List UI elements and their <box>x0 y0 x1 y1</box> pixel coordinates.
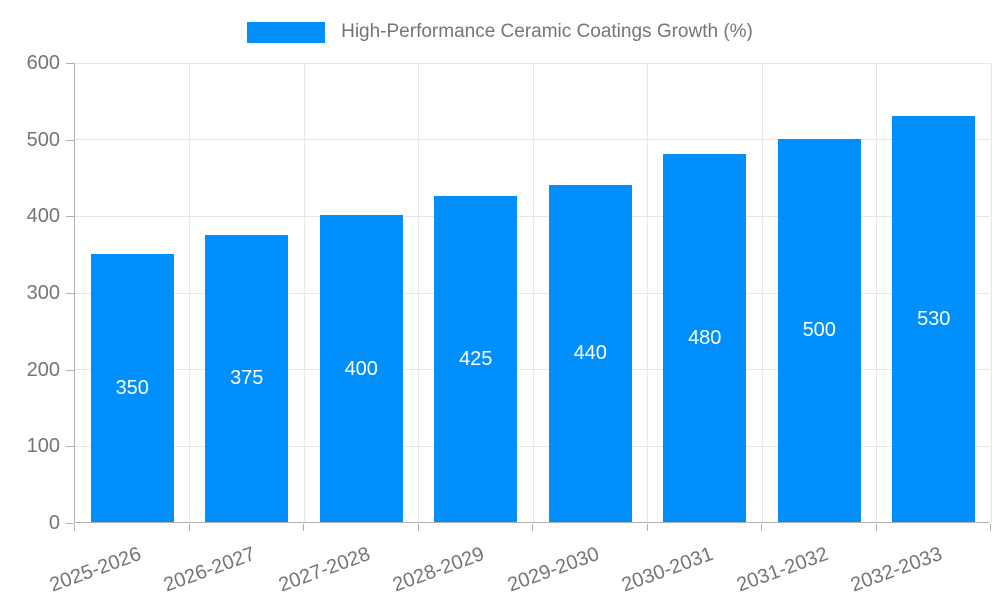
x-axis-label: 2031-2032 <box>733 543 831 597</box>
y-tick-mark <box>66 63 74 64</box>
bar-2030-2031[interactable]: 480 <box>663 154 747 522</box>
x-tick-mark <box>417 524 419 531</box>
x-axis-label: 2028-2029 <box>389 543 488 597</box>
bar-value-label: 375 <box>230 367 264 390</box>
legend-swatch <box>247 21 326 43</box>
bar-2028-2029[interactable]: 425 <box>434 196 518 522</box>
y-tick-label: 600 <box>26 52 60 74</box>
x-tick-mark <box>761 524 762 531</box>
v-gridline <box>303 63 305 522</box>
bar-value-label: 425 <box>459 348 493 371</box>
x-axis-label: 2025-2026 <box>46 543 144 597</box>
bar-value-label: 480 <box>688 327 722 349</box>
x-tick-mark <box>875 524 877 531</box>
v-gridline <box>532 63 534 522</box>
y-tick-label: 500 <box>26 128 60 151</box>
x-axis-label: 2029-2030 <box>504 543 602 597</box>
y-tick-mark <box>66 523 74 524</box>
y-tick-label: 200 <box>26 358 60 381</box>
chart-legend: High-Performance Ceramic Coatings Growth… <box>0 16 1000 48</box>
v-gridline <box>990 63 992 522</box>
x-tick-mark <box>303 524 304 531</box>
bar-2032-2033[interactable]: 530 <box>892 115 976 522</box>
v-gridline <box>647 63 648 522</box>
y-tick-label: 0 <box>48 512 60 534</box>
y-tick-mark <box>66 139 74 141</box>
x-axis-label: 2027-2028 <box>275 543 373 597</box>
x-axis-label: 2032-2033 <box>847 543 946 597</box>
x-tick-mark <box>646 524 648 531</box>
y-tick-mark <box>66 369 74 371</box>
v-gridline <box>189 63 190 522</box>
bar-value-label: 400 <box>344 357 378 380</box>
bar-value-label: 350 <box>115 376 149 399</box>
legend-item[interactable]: High-Performance Ceramic Coatings Growth… <box>247 21 753 43</box>
x-axis-label: 2026-2027 <box>160 543 259 597</box>
x-axis-label: 2030-2031 <box>618 543 717 597</box>
y-tick-mark <box>66 216 74 218</box>
v-gridline <box>876 63 877 522</box>
x-tick-mark <box>74 524 75 531</box>
bar-value-label: 500 <box>802 319 836 342</box>
y-tick-label: 300 <box>26 282 60 304</box>
x-tick-mark <box>188 524 190 531</box>
bar-2031-2032[interactable]: 500 <box>777 138 861 522</box>
bar-2029-2030[interactable]: 440 <box>548 184 632 522</box>
y-tick-label: 400 <box>26 205 60 228</box>
bar-value-label: 440 <box>573 342 607 365</box>
y-tick-mark <box>66 293 74 294</box>
v-gridline <box>418 63 419 522</box>
bar-2027-2028[interactable]: 400 <box>319 215 403 522</box>
y-tick-label: 100 <box>26 435 60 458</box>
x-tick-mark <box>532 524 533 531</box>
bar-2025-2026[interactable]: 350 <box>90 253 174 522</box>
bar-value-label: 530 <box>917 307 951 330</box>
v-gridline <box>761 63 763 522</box>
bar-2026-2027[interactable]: 375 <box>205 234 289 522</box>
x-tick-mark <box>990 524 991 531</box>
legend-label: High-Performance Ceramic Coatings Growth… <box>341 21 753 42</box>
plot-area: 350 375 400 425 440 480 500 530 <box>74 62 992 523</box>
y-tick-mark <box>66 446 74 448</box>
